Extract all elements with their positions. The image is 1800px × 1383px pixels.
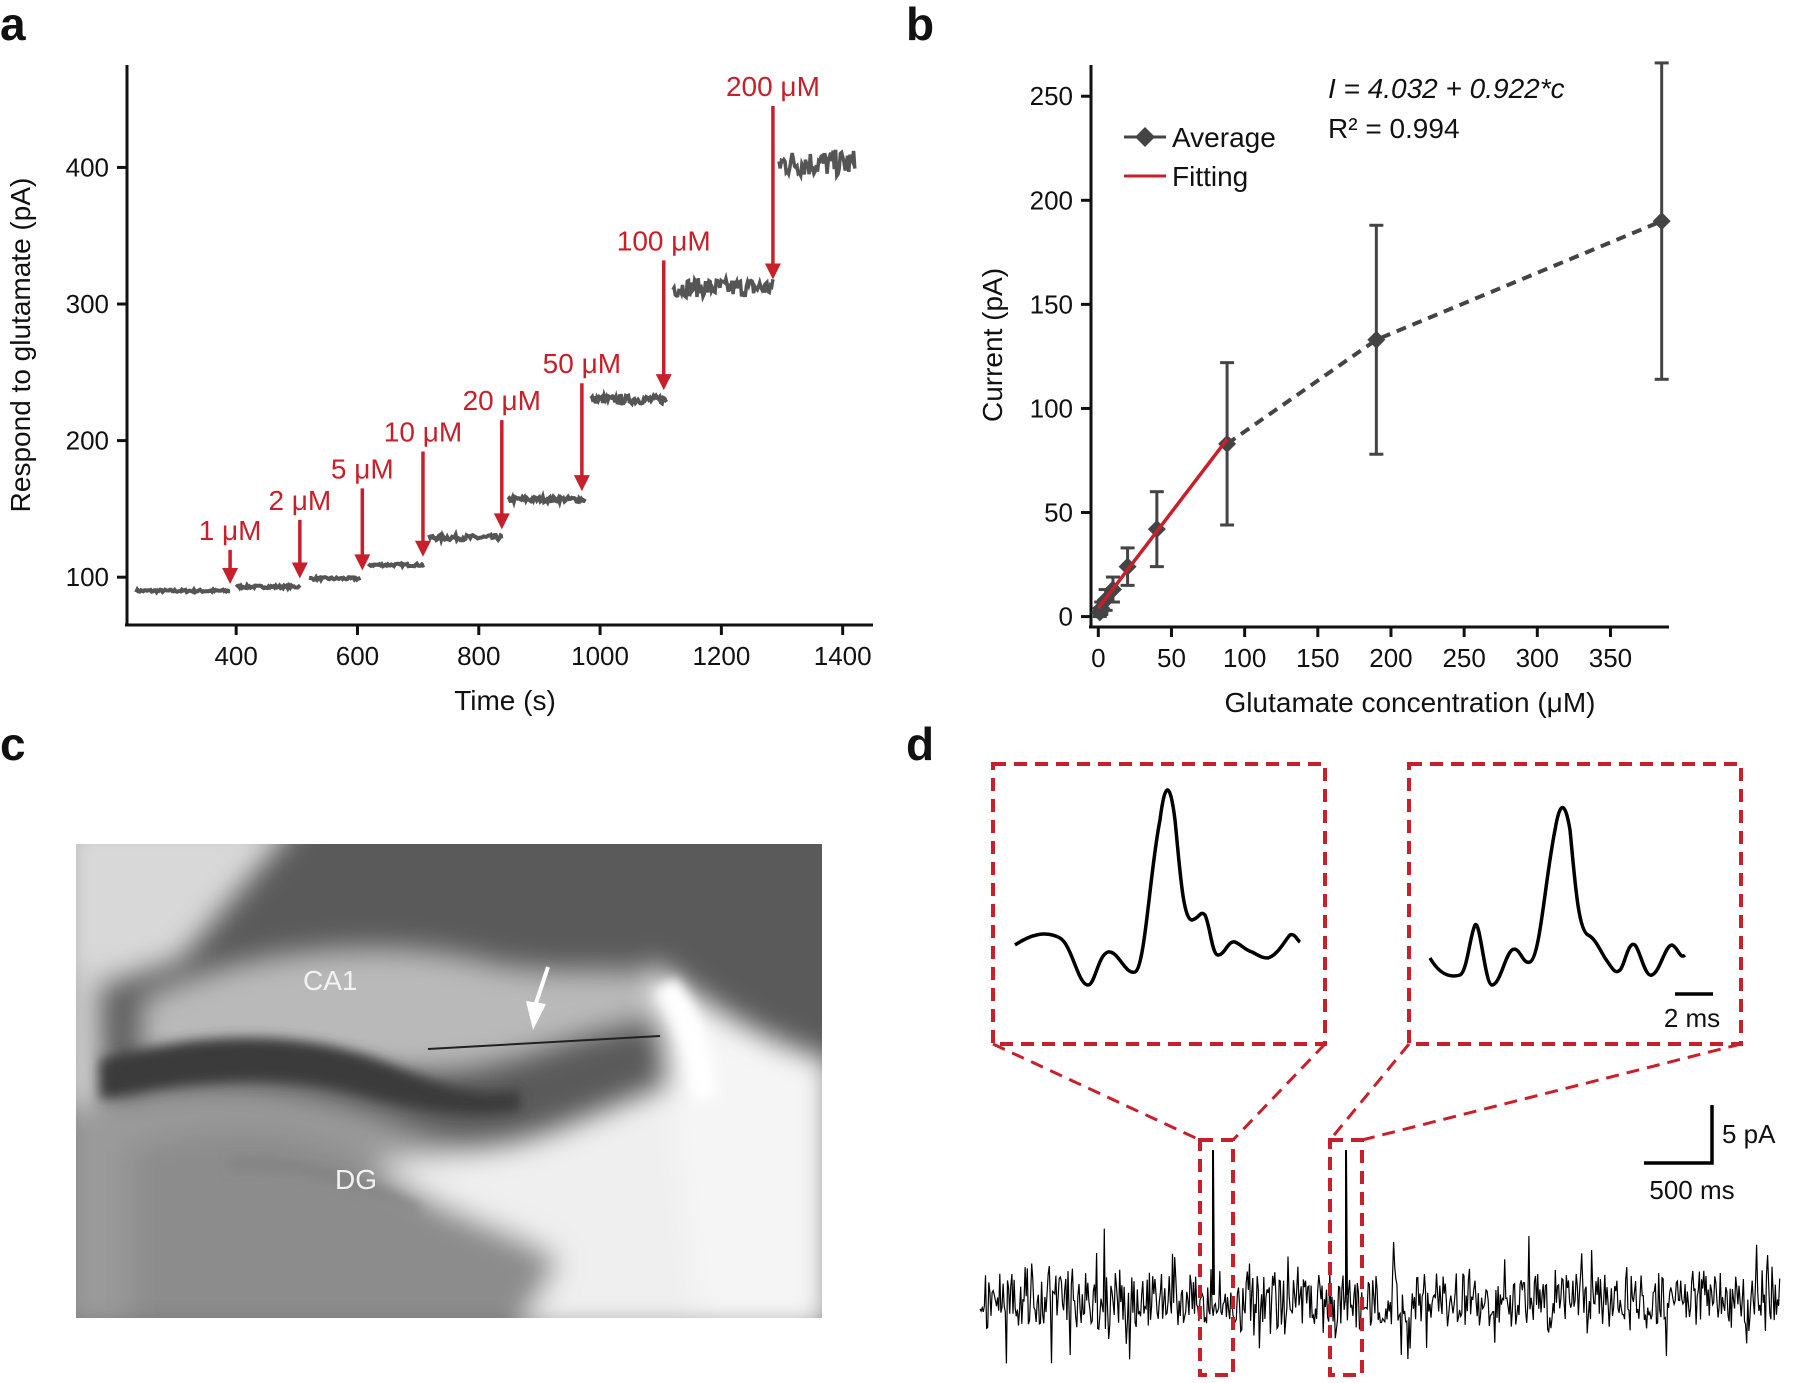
chart-a-arrowhead (493, 513, 510, 530)
scale-x-label: 500 ms (1649, 1175, 1734, 1205)
inset-waveform-left (1014, 788, 1302, 987)
legend-average-label: Average (1172, 122, 1276, 153)
chart-a-concentration-label: 1 μM (199, 515, 262, 546)
chart-a-arrowhead (655, 374, 672, 391)
region-label-dg: DG (335, 1164, 377, 1195)
chart-b-x-tick-label: 350 (1589, 643, 1632, 673)
chart-b-point (1652, 212, 1671, 231)
chart-b: 0 50 100 150 200 250 300 350 0 50 100 150 200 250 Ave… (977, 61, 1671, 718)
chart-b-average-line (1225, 219, 1663, 446)
legend-average-marker (1135, 127, 1155, 147)
chart-a-x-tick-label: 400 (214, 641, 257, 671)
chart-a-y-tick-label: 300 (66, 289, 109, 319)
chart-b-fit-line (1096, 438, 1229, 610)
chart-a-trace-segment (234, 581, 302, 593)
chart-a-arrowhead (354, 554, 371, 571)
chart-a-trace-segment (671, 271, 775, 303)
white-arrow (526, 966, 550, 1030)
panel-label-b: b (906, 0, 934, 50)
chart-a-y-tick-label: 400 (66, 152, 109, 182)
zoom-line-1 (992, 1042, 1201, 1142)
inset-box-left (991, 762, 1327, 1046)
chart-a-x-tick-label: 1200 (692, 641, 750, 671)
chart-a-y-tick-label: 100 (66, 562, 109, 592)
spike-1 (1212, 1149, 1215, 1296)
highlight-box-1 (1198, 1138, 1235, 1377)
chart-a-x-tick-label: 1400 (814, 641, 872, 671)
chart-a: 400 600 800 1000 1200 1400 100 200 300 400 1 μM2 … (5, 65, 873, 716)
chart-a-trace-segment (308, 573, 362, 585)
chart-b-y-tick-label: 150 (1030, 289, 1073, 319)
chart-b-x-label: Glutamate concentration (μM) (1225, 687, 1596, 718)
chart-b-r-squared: R² = 0.994 (1328, 113, 1460, 144)
chart-b-point (1218, 434, 1237, 453)
chart-a-arrowhead (764, 263, 781, 280)
panel-label-c: c (0, 718, 26, 770)
chart-b-x-tick-label: 50 (1157, 643, 1186, 673)
chart-a-trace-segment (777, 149, 857, 182)
spike-2 (1345, 1149, 1348, 1296)
chart-b-y-tick-label: 200 (1030, 185, 1073, 215)
chart-a-arrowhead (573, 475, 590, 492)
zoom-line-4 (1361, 1042, 1742, 1142)
chart-b-x-tick-label: 250 (1442, 643, 1485, 673)
chart-a-x-tick-label: 600 (336, 641, 379, 671)
chart-b-x-tick-label: 300 (1516, 643, 1559, 673)
chart-a-concentration-label: 2 μM (268, 485, 331, 516)
chart-b-equation: I = 4.032 + 0.922*c (1328, 73, 1565, 104)
chart-a-concentration-label: 20 μM (463, 385, 541, 416)
chart-b-point (1367, 330, 1386, 349)
chart-a-trace-segment (134, 585, 231, 596)
inset-waveform-right (1428, 806, 1687, 987)
chart-b-x-tick-label: 150 (1296, 643, 1339, 673)
chart-b-y-label: Current (pA) (977, 268, 1008, 422)
zoom-line-3 (1328, 1043, 1411, 1141)
chart-a-x-label: Time (s) (454, 685, 556, 716)
chart-b-x-tick-label: 100 (1223, 643, 1266, 673)
chart-a-trace-segment (589, 388, 668, 408)
chart-b-x-tick-label: 0 (1091, 643, 1105, 673)
inset-scale-label: 2 ms (1664, 1003, 1720, 1033)
chart-a-concentration-label: 100 μM (617, 225, 711, 256)
chart-a-x-tick-label: 1000 (571, 641, 629, 671)
recording-panel: 2 ms 5 pA 500 ms (979, 762, 1781, 1377)
chart-a-y-label: Respond to glutamate (pA) (5, 178, 36, 513)
chart-b-legend: Average Fitting (1124, 122, 1276, 192)
panel-label-d: d (906, 718, 934, 770)
chart-a-concentration-label: 5 μM (331, 453, 394, 484)
chart-b-y-tick-label: 100 (1030, 393, 1073, 423)
chart-a-arrowhead (291, 562, 308, 579)
panel-label-a: a (0, 0, 26, 50)
chart-a-arrowhead (414, 540, 431, 557)
zoom-line-2 (1231, 1042, 1327, 1142)
chart-b-y-tick-label: 50 (1044, 498, 1073, 528)
chart-a-concentration-label: 10 μM (384, 417, 462, 448)
noise-trace (979, 1228, 1781, 1364)
chart-b-x-tick-label: 200 (1369, 643, 1412, 673)
hippocampus-micrograph: CA1 DG (76, 844, 822, 1318)
chart-a-trace-segment (366, 560, 426, 571)
highlight-box-2 (1328, 1138, 1364, 1377)
chart-b-y-tick-label: 0 (1059, 602, 1073, 632)
chart-b-y-tick-label: 250 (1030, 81, 1073, 111)
chart-a-y-tick-label: 200 (66, 426, 109, 456)
chart-a-x-tick-label: 800 (457, 641, 500, 671)
legend-fitting-label: Fitting (1172, 161, 1248, 192)
inset-box-right (1407, 762, 1743, 1046)
chart-a-concentration-label: 50 μM (543, 348, 621, 379)
electrode-line (427, 1035, 661, 1050)
trace-scale-bar (1644, 1105, 1714, 1165)
chart-a-trace-segment (506, 489, 587, 509)
chart-a-trace-segment (427, 528, 504, 548)
chart-a-arrowhead (222, 568, 239, 585)
scale-y-label: 5 pA (1722, 1119, 1776, 1149)
chart-a-concentration-label: 200 μM (726, 71, 820, 102)
region-label-ca1: CA1 (303, 965, 357, 996)
